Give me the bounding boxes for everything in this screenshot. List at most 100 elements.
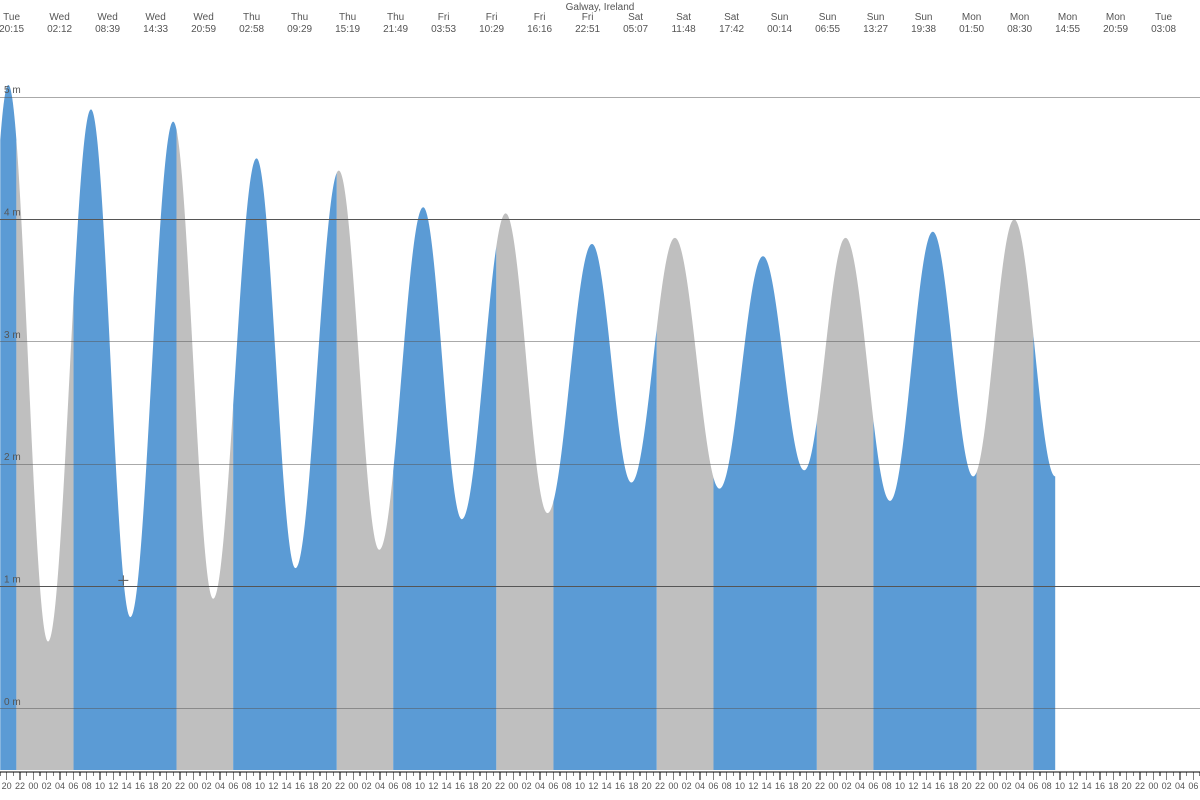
header-day: Sat: [628, 12, 643, 23]
x-axis-label: 18: [628, 781, 638, 791]
x-axis-label: 02: [1162, 781, 1172, 791]
x-axis-label: 02: [202, 781, 212, 791]
tide-areas: [0, 85, 1055, 770]
x-axis-label: 22: [495, 781, 505, 791]
header-time: 20:59: [191, 24, 216, 35]
x-axis-label: 04: [1015, 781, 1025, 791]
header-time: 01:50: [959, 24, 984, 35]
tide-chart: 0 m1 m2 m3 m4 m5 m2022000204060810121416…: [0, 0, 1200, 800]
x-axis-label: 04: [215, 781, 225, 791]
x-axis-label: 14: [442, 781, 452, 791]
x-axis-label: 02: [842, 781, 852, 791]
x-axis-label: 02: [362, 781, 372, 791]
header-time: 02:58: [239, 24, 264, 35]
x-axis-label: 04: [695, 781, 705, 791]
header-time: 11:48: [671, 24, 696, 35]
x-axis-label: 04: [535, 781, 545, 791]
header-day: Sat: [676, 12, 691, 23]
header-day: Fri: [534, 12, 546, 23]
header-day: Thu: [387, 12, 404, 23]
x-axis-label: 12: [428, 781, 438, 791]
x-axis-label: 14: [602, 781, 612, 791]
x-axis-label: 16: [1095, 781, 1105, 791]
header-time: 14:55: [1055, 24, 1080, 35]
x-axis-label: 20: [1122, 781, 1132, 791]
tide-area-night: [496, 213, 553, 770]
header-time: 16:16: [527, 24, 552, 35]
y-axis-label: 3 m: [4, 330, 21, 341]
tide-area-day: [1033, 335, 1055, 770]
x-axis-label: 20: [2, 781, 12, 791]
x-axis-label: 20: [322, 781, 332, 791]
x-axis-label: 06: [708, 781, 718, 791]
y-axis-label: 5 m: [4, 85, 21, 96]
header-time: 20:15: [0, 24, 25, 35]
header-time: 03:08: [1151, 24, 1176, 35]
header-time: 10:29: [479, 24, 504, 35]
x-axis-label: 18: [148, 781, 158, 791]
y-axis-label: 2 m: [4, 452, 21, 463]
y-axis-label: 4 m: [4, 208, 21, 219]
x-axis-label: 22: [975, 781, 985, 791]
x-axis-label: 06: [548, 781, 558, 791]
header-day: Thu: [291, 12, 308, 23]
header-time: 02:12: [47, 24, 72, 35]
header-time: 20:59: [1103, 24, 1128, 35]
x-axis-label: 00: [1148, 781, 1158, 791]
x-axis-label: 18: [948, 781, 958, 791]
header-day: Mon: [1010, 12, 1029, 23]
x-axis-label: 10: [95, 781, 105, 791]
x-axis-label: 22: [175, 781, 185, 791]
header-time: 08:39: [95, 24, 120, 35]
header-day: Tue: [1155, 12, 1172, 23]
x-axis-label: 20: [962, 781, 972, 791]
tide-area-night: [177, 130, 234, 770]
header-time: 06:55: [815, 24, 840, 35]
header-day: Mon: [1058, 12, 1077, 23]
x-axis-label: 08: [242, 781, 252, 791]
header-time: 08:30: [1007, 24, 1032, 35]
header-day: Wed: [97, 12, 117, 23]
tide-area-night: [16, 140, 73, 770]
header-day: Mon: [1106, 12, 1125, 23]
x-axis-label: 22: [335, 781, 345, 791]
x-axis-label: 18: [1108, 781, 1118, 791]
x-axis-label: 12: [1068, 781, 1078, 791]
header-day: Thu: [339, 12, 356, 23]
x-axis-label: 12: [588, 781, 598, 791]
x-axis-label: 06: [228, 781, 238, 791]
x-axis-label: 14: [922, 781, 932, 791]
x-axis-label: 06: [1188, 781, 1198, 791]
x-axis-label: 00: [988, 781, 998, 791]
tide-area-day: [873, 232, 976, 770]
x-axis-label: 08: [402, 781, 412, 791]
header-day: Mon: [962, 12, 981, 23]
x-axis-label: 10: [895, 781, 905, 791]
x-axis-label: 04: [55, 781, 65, 791]
x-axis-label: 08: [82, 781, 92, 791]
x-axis-label: 00: [508, 781, 518, 791]
x-axis-label: 20: [802, 781, 812, 791]
tide-chart-svg: 0 m1 m2 m3 m4 m5 m2022000204060810121416…: [0, 0, 1200, 800]
tide-area-night: [657, 238, 714, 770]
header-time: 00:14: [767, 24, 792, 35]
x-axis-label: 12: [908, 781, 918, 791]
x-axis-label: 08: [882, 781, 892, 791]
header-time: 21:49: [383, 24, 408, 35]
chart-title: Galway, Ireland: [566, 2, 635, 13]
x-axis-label: 12: [268, 781, 278, 791]
tide-area-night: [817, 238, 874, 770]
x-axis-label: 22: [815, 781, 825, 791]
x-axis-label: 02: [522, 781, 532, 791]
x-axis-label: 04: [855, 781, 865, 791]
tide-area-day: [74, 109, 177, 770]
x-axis-label: 16: [135, 781, 145, 791]
x-axis-label: 00: [828, 781, 838, 791]
header-labels: Tue20:15Wed02:12Wed08:39Wed14:33Wed20:59…: [0, 12, 1177, 35]
x-axis-label: 14: [122, 781, 132, 791]
x-axis-label: 00: [28, 781, 38, 791]
x-axis-label: 02: [42, 781, 52, 791]
tide-area-night: [977, 220, 1034, 771]
x-axis-label: 00: [668, 781, 678, 791]
x-axis-label: 00: [348, 781, 358, 791]
